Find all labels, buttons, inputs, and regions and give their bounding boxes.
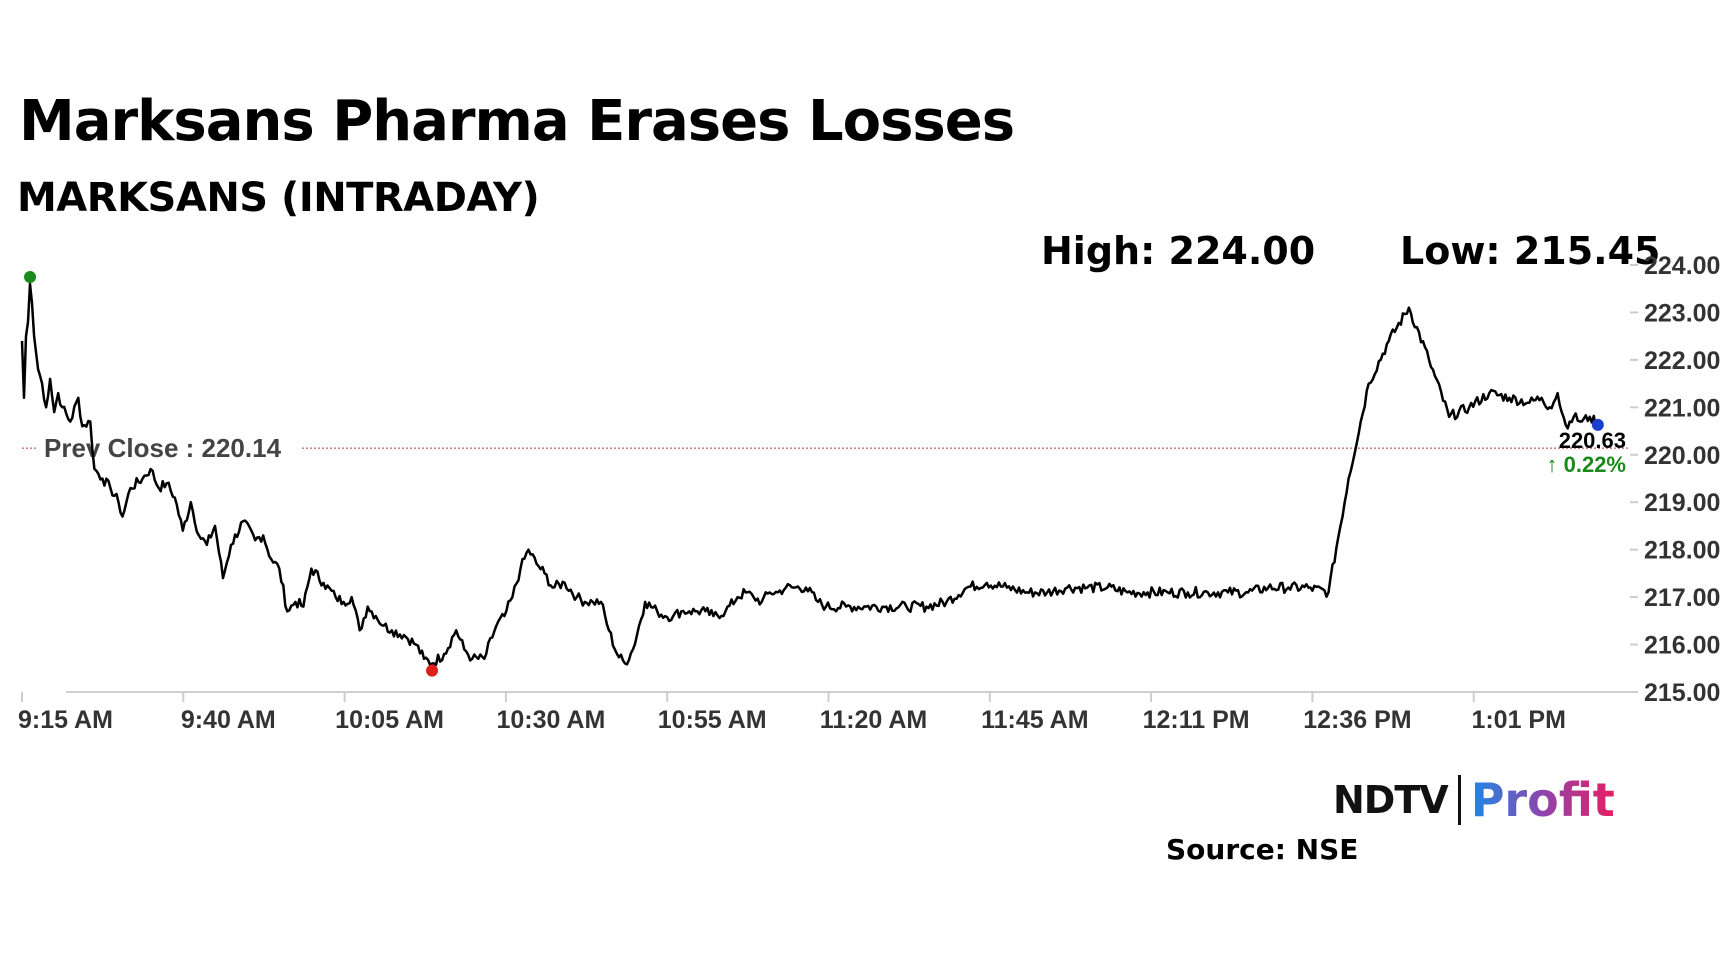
ndtv-profit-logo: NDTV Profit bbox=[1333, 773, 1615, 827]
y-tick-label: 224.00 bbox=[1644, 252, 1720, 280]
prev-close-label-bg bbox=[38, 428, 300, 469]
x-tick-label: 10:30 AM bbox=[496, 706, 605, 734]
x-tick-label: 10:55 AM bbox=[658, 706, 767, 734]
y-axis: 224.00 223.00 222.00 221.00 220.00 219.00 218.… bbox=[1630, 252, 1720, 707]
y-tick-label: 219.00 bbox=[1644, 489, 1720, 517]
y-tick-label: 222.00 bbox=[1644, 347, 1720, 375]
x-axis: 9:15 AM 9:40 AM 10:05 AM 10:30 AM 10:55 AM 11… bbox=[18, 692, 1566, 734]
prev-close-label: Prev Close : 220.14 bbox=[44, 433, 282, 463]
x-tick-label: 11:20 AM bbox=[820, 706, 927, 734]
logo-profit-text: Profit bbox=[1470, 773, 1615, 827]
chart-subtitle: MARKSANS (INTRADAY) bbox=[17, 175, 540, 221]
x-tick-label: 12:11 PM bbox=[1143, 706, 1250, 734]
y-tick-label: 221.00 bbox=[1644, 394, 1720, 422]
y-tick-label: 215.00 bbox=[1644, 679, 1720, 707]
x-tick-label: 10:05 AM bbox=[335, 706, 444, 734]
x-tick-label: 9:15 AM bbox=[18, 706, 113, 734]
last-price-label: 220.63 bbox=[1559, 428, 1626, 453]
x-tick-label: 1:01 PM bbox=[1471, 706, 1565, 734]
high-marker bbox=[24, 271, 37, 283]
last-price-marker bbox=[1591, 418, 1604, 431]
logo-divider bbox=[1457, 775, 1461, 825]
price-series-line bbox=[20, 282, 1599, 667]
y-tick-label: 216.00 bbox=[1644, 632, 1720, 660]
x-tick-label: 9:40 AM bbox=[181, 706, 276, 734]
chart-title: Marksans Pharma Erases Losses bbox=[19, 89, 1015, 154]
high-label: High: 224.00 bbox=[1041, 229, 1316, 273]
source-label: Source: NSE bbox=[1166, 833, 1359, 866]
logo-ndtv-text: NDTV bbox=[1333, 778, 1449, 822]
x-tick-label: 12:36 PM bbox=[1303, 706, 1411, 734]
y-tick-label: 220.00 bbox=[1644, 442, 1720, 470]
x-tick-label: 11:45 AM bbox=[981, 706, 1088, 734]
low-marker bbox=[426, 664, 439, 677]
y-tick-label: 217.00 bbox=[1644, 584, 1720, 612]
change-percent-label: ↑ 0.22% bbox=[1547, 452, 1627, 477]
low-label: Low: 215.45 bbox=[1400, 229, 1661, 273]
y-tick-label: 218.00 bbox=[1644, 537, 1720, 565]
y-tick-label: 223.00 bbox=[1644, 299, 1720, 327]
